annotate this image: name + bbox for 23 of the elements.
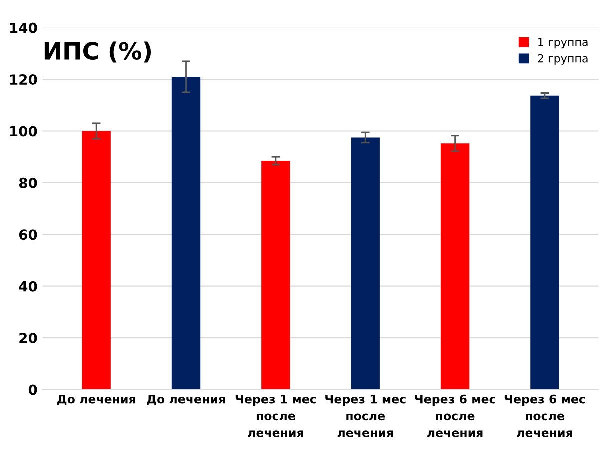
y-tick-label: 80 bbox=[19, 178, 38, 188]
y-axis-title: ИПС (%) bbox=[44, 42, 152, 63]
x-tick-label: Через 6 мес после лечения bbox=[415, 394, 496, 438]
bar bbox=[172, 76, 201, 390]
y-tick-label: 120 bbox=[10, 74, 38, 86]
bar bbox=[440, 144, 470, 390]
bar bbox=[530, 96, 560, 390]
y-tick-label: 60 bbox=[19, 230, 38, 240]
bar bbox=[351, 138, 380, 390]
y-tick-label: 40 bbox=[19, 281, 38, 292]
y-tick-label: 0 bbox=[28, 384, 38, 396]
x-tick-label: Через 6 мес после лечения bbox=[504, 394, 586, 438]
x-tick-label: Через 1 мес после лечения bbox=[236, 394, 316, 438]
y-tick-label: 140 bbox=[10, 22, 38, 34]
y-tick-label: 100 bbox=[10, 126, 38, 137]
x-tick-label: До лечения bbox=[147, 394, 226, 406]
bar bbox=[262, 160, 290, 390]
legend-label: 2 группа bbox=[538, 54, 588, 65]
x-tick-label: До лечения bbox=[58, 394, 136, 406]
x-tick-label: Через 1 мес после лечения bbox=[326, 394, 406, 438]
legend-label: 1 группа bbox=[538, 38, 588, 49]
bar bbox=[82, 131, 111, 390]
y-tick-label: 20 bbox=[20, 333, 38, 344]
